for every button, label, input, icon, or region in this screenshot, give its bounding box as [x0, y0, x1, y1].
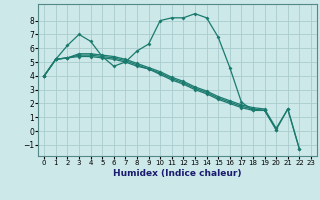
X-axis label: Humidex (Indice chaleur): Humidex (Indice chaleur) — [113, 169, 242, 178]
